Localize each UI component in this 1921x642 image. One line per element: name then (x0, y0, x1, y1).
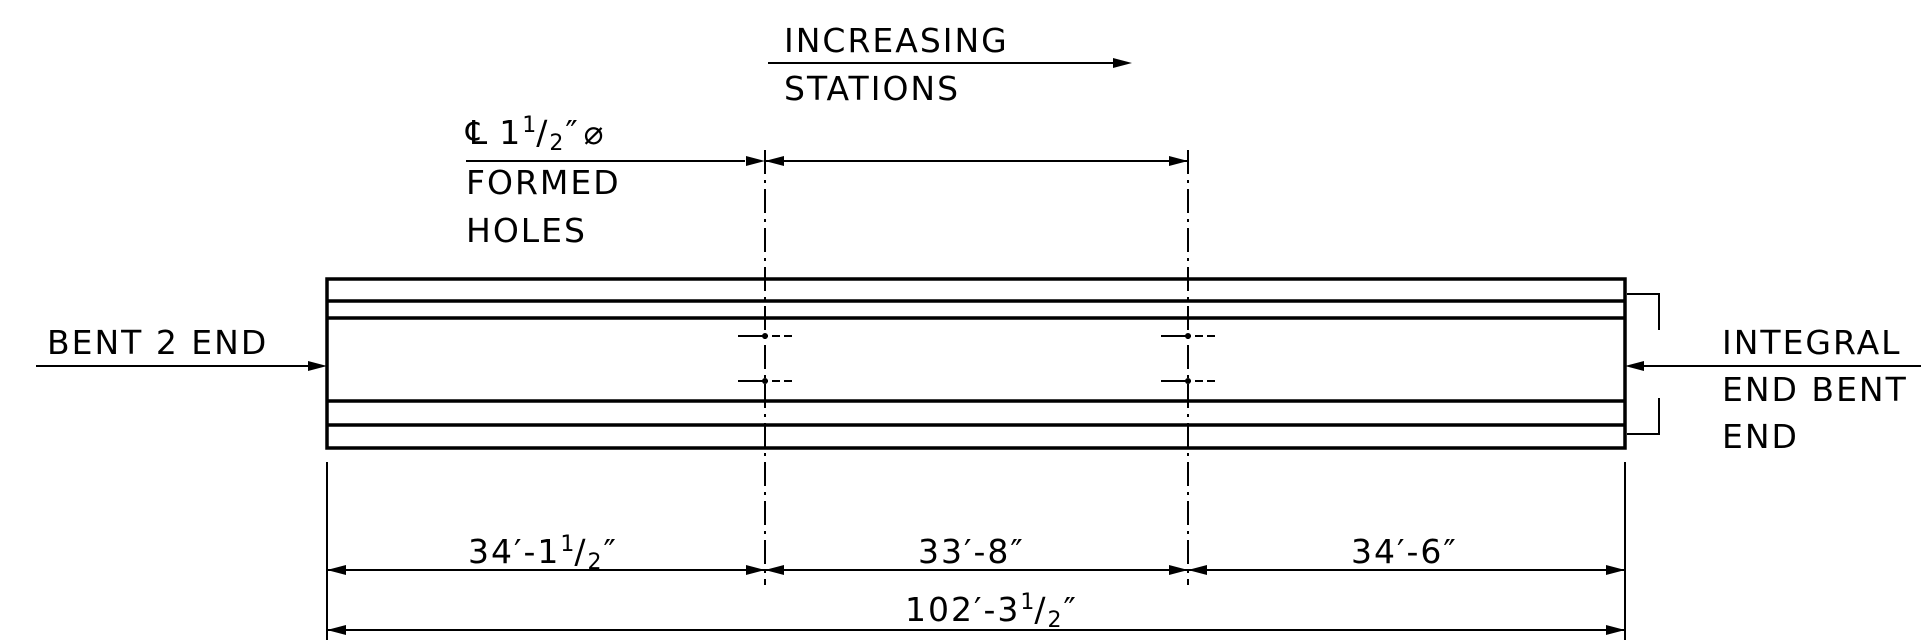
arrowhead-icon (765, 565, 784, 575)
formed-hole-icon (738, 333, 792, 339)
arrowhead-icon (308, 361, 327, 371)
formed-hole-icon (738, 378, 792, 384)
arrowhead-icon (1606, 625, 1625, 635)
hole-centerlines (764, 150, 1189, 585)
increasing-label: INCREASING (784, 21, 1009, 60)
beam-elevation (325, 277, 1660, 450)
formed-hole-icon (1161, 333, 1215, 339)
arrowhead-icon (327, 625, 346, 635)
arrowhead-icon (1188, 565, 1207, 575)
centerline-symbol-icon: ℄ (465, 113, 489, 152)
integral-label: INTEGRAL (1722, 323, 1902, 362)
arrowhead-icon (327, 565, 346, 575)
arrowhead-icon (1625, 361, 1644, 371)
arrowhead-icon (1606, 565, 1625, 575)
arrowhead-icon (1169, 156, 1188, 166)
arrowhead-icon (765, 156, 784, 166)
formed-holes-dia-label: ℄ 11/2″ ⌀ (465, 113, 606, 156)
end-bent-bracket-top (1627, 293, 1660, 330)
increasing-stations-callout: INCREASING STATIONS (768, 21, 1132, 108)
formed-holes-callout: ℄ 11/2″ ⌀ FORMED HOLES (465, 113, 1188, 250)
arrowhead-icon (1113, 58, 1132, 68)
span-left-dimension: 34′-11/2″ (468, 532, 618, 575)
span-right-dimension: 34′-6″ (1351, 532, 1458, 571)
bent-2-end-label: BENT 2 END (47, 323, 268, 362)
arrowhead-icon (746, 156, 765, 166)
overall-length-dimension: 102′-31/2″ (905, 590, 1078, 633)
end-label: END (1722, 417, 1799, 456)
bent-2-end-callout: BENT 2 END (36, 323, 327, 371)
arrowhead-icon (746, 565, 765, 575)
diameter-symbol-icon: ⌀ (584, 113, 606, 152)
beam-outline (325, 277, 1627, 450)
dimensions: 34′-11/2″ 33′-8″ 34′-6″ 102′-31/2″ (326, 462, 1626, 640)
formed-holes (738, 333, 1215, 384)
formed-label: FORMED (466, 163, 621, 202)
holes-label: HOLES (466, 211, 587, 250)
arrowhead-icon (1169, 565, 1188, 575)
end-bent-label: END BENT (1722, 370, 1908, 409)
end-bent-bracket-bottom (1627, 398, 1660, 435)
span-middle-dimension: 33′-8″ (918, 532, 1025, 571)
integral-end-bent-callout: INTEGRAL END BENT END (1625, 323, 1921, 456)
formed-hole-icon (1161, 378, 1215, 384)
stations-label: STATIONS (784, 69, 960, 108)
